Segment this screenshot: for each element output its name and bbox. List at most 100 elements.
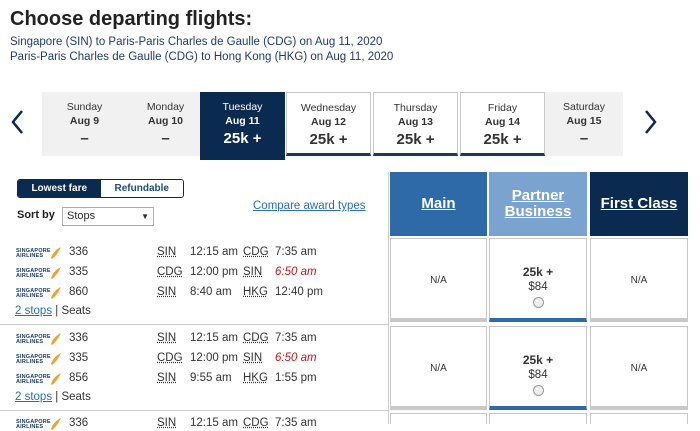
sort-label: Sort by [17,209,55,221]
row-divider [0,410,388,411]
singapore-airlines-bird-icon [49,417,63,431]
destination-code: CDG [243,246,269,258]
date-tuesday-selected[interactable]: Tuesday Aug 11 25k + [200,92,285,160]
destination-code: CDG [243,332,269,344]
cabin-header-main[interactable]: Main [390,172,487,236]
stops-link[interactable]: 2 stops [15,391,52,403]
arrival-time: 7:35 am [275,246,317,258]
singapore-airlines-bird-icon [49,266,63,280]
airline-logo: SINGAPORE AIRLINES [16,417,62,431]
fare-points: 25k + [490,265,586,279]
segment-row: SINGAPORE AIRLINES 336 SIN 12:15 am CDG 7… [16,417,386,431]
airline-logo: SINGAPORE AIRLINES [16,332,62,346]
cabin-header-first-class[interactable]: First Class [590,172,688,236]
sort-value: Stops [67,210,95,222]
fare-taxes: $84 [490,369,586,381]
fare-first-na: N/A [590,326,688,410]
airline-logo: SINGAPORE AIRLINES [16,246,62,260]
fare-first-partial [590,413,688,424]
airline-logo: SINGAPORE AIRLINES [16,266,62,280]
fare-partner-partial [489,413,587,424]
flight-number: 336 [69,417,88,429]
compare-award-types-link[interactable]: Compare award types [253,200,366,212]
airline-logo: SINGAPORE AIRLINES [16,372,62,386]
route-line-2: Paris-Paris Charles de Gaulle (CDG) to H… [10,51,393,63]
sort-select[interactable]: Stops ▼ [62,207,154,226]
singapore-airlines-bird-icon [49,372,63,386]
flight-number: 336 [69,332,88,344]
arrival-time: 1:55 pm [275,372,317,384]
segment-row: SINGAPORE AIRLINES 335 CDG 12:00 pm SIN 6… [16,352,386,366]
fare-points: 25k + [490,353,586,367]
tab-lowest-fare[interactable]: Lowest fare [18,180,101,197]
fare-taxes: $84 [490,281,586,293]
departure-time: 12:00 pm [190,266,238,278]
segment-row: SINGAPORE AIRLINES 336 SIN 12:15 am CDG 7… [16,246,386,260]
flight-number: 860 [69,286,88,298]
flight-number: 335 [69,266,88,278]
flight-number: 856 [69,372,88,384]
singapore-airlines-bird-icon [49,246,63,260]
segment-row: SINGAPORE AIRLINES 856 SIN 9:55 am HKG 1:… [16,372,386,386]
chevron-left-icon [8,107,28,137]
chevron-right-icon [640,107,660,137]
seats-link[interactable]: Seats [61,391,90,403]
segment-row: SINGAPORE AIRLINES 335 CDG 12:00 pm SIN 6… [16,266,386,280]
origin-code: SIN [157,417,176,429]
destination-code: HKG [243,286,268,298]
date-sunday[interactable]: Sunday Aug 9 – [42,92,127,156]
fare-main-na: N/A [390,238,487,322]
arrival-time: 7:35 am [275,417,317,429]
route-line-1: Singapore (SIN) to Paris-Paris Charles d… [10,36,382,48]
airline-logo: SINGAPORE AIRLINES [16,286,62,300]
airline-logo: SINGAPORE AIRLINES [16,352,62,366]
flight-number: 335 [69,352,88,364]
stops-info: 2 stops | Seats [15,305,91,317]
fare-partner-business[interactable]: 25k + $84 [489,238,587,322]
origin-code: CDG [157,266,183,278]
origin-code: SIN [157,372,176,384]
departure-time: 12:15 am [190,417,238,429]
origin-code: SIN [157,246,176,258]
departure-time: 9:55 am [190,372,232,384]
origin-code: CDG [157,352,183,364]
destination-code: HKG [243,372,268,384]
fare-partner-business[interactable]: 25k + $84 [489,326,587,410]
arrival-time: 12:40 pm [275,286,323,298]
fare-radio[interactable] [533,297,544,308]
fare-radio[interactable] [533,385,544,396]
fare-main-partial [390,413,487,424]
arrival-time: 6:50 am [275,352,317,364]
date-wednesday[interactable]: Wednesday Aug 12 25k + [286,92,371,156]
fare-first-na: N/A [590,238,688,322]
destination-code: SIN [243,352,262,364]
segment-row: SINGAPORE AIRLINES 336 SIN 12:15 am CDG 7… [16,332,386,346]
destination-code: SIN [243,266,262,278]
destination-code: CDG [243,417,269,429]
arrival-time: 6:50 am [275,266,317,278]
singapore-airlines-bird-icon [49,332,63,346]
segment-row: SINGAPORE AIRLINES 860 SIN 8:40 am HKG 12… [16,286,386,300]
seats-link[interactable]: Seats [61,305,90,317]
date-friday[interactable]: Friday Aug 14 25k + [460,92,545,156]
cabin-header-partner-business[interactable]: Partner Business [489,172,587,236]
date-monday[interactable]: Monday Aug 10 – [123,92,208,156]
next-week-button[interactable] [640,107,660,137]
fare-main-na: N/A [390,326,487,410]
tab-refundable[interactable]: Refundable [101,180,184,197]
singapore-airlines-bird-icon [49,352,63,366]
arrival-time: 7:35 am [275,332,317,344]
date-thursday[interactable]: Thursday Aug 13 25k + [373,92,458,156]
origin-code: SIN [157,286,176,298]
page-title: Choose departing flights: [10,8,252,31]
departure-time: 12:15 am [190,332,238,344]
fare-type-tabs: Lowest fare Refundable [17,179,184,198]
row-divider [0,324,388,325]
departure-time: 12:00 pm [190,352,238,364]
singapore-airlines-bird-icon [49,286,63,300]
prev-week-button[interactable] [8,107,28,137]
column-divider [388,172,389,424]
stops-link[interactable]: 2 stops [15,305,52,317]
departure-time: 12:15 am [190,246,238,258]
date-saturday[interactable]: Saturday Aug 15 – [545,92,623,156]
